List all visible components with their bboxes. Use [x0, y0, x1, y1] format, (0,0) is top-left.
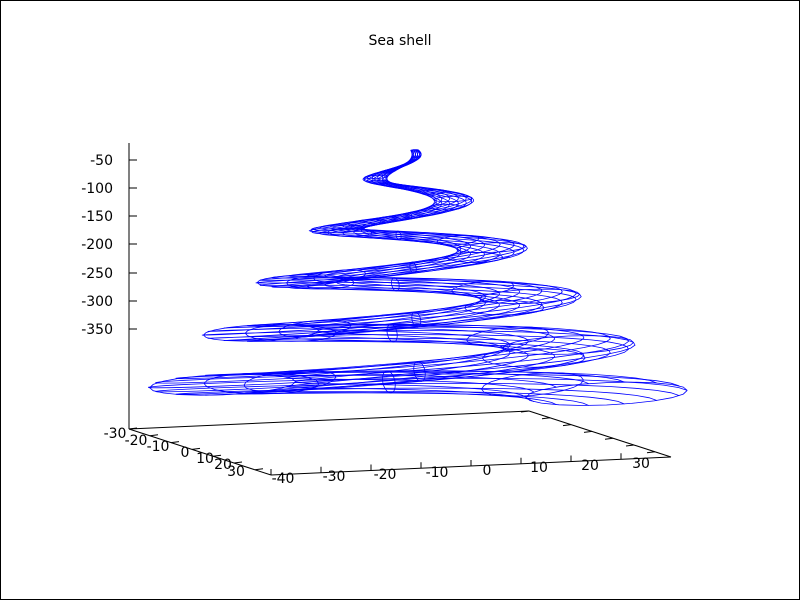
shell-cross-section	[203, 372, 320, 395]
z-tick-label: -50	[90, 153, 113, 169]
shell-cross-section	[409, 261, 417, 274]
shell-cross-section	[278, 319, 352, 338]
y-tick-label: 20	[214, 457, 232, 473]
shell-cross-section	[411, 311, 422, 328]
shell-cross-section	[433, 195, 473, 203]
x-tick-label: -20	[374, 467, 397, 483]
y-tick	[170, 441, 180, 444]
chart-title: Sea shell	[368, 33, 431, 49]
back-y-tick	[646, 451, 656, 454]
back-y-tick	[562, 424, 572, 427]
shell-spiral-line	[155, 149, 680, 387]
shell-cross-section	[327, 228, 373, 237]
shell-cross-section	[256, 274, 343, 288]
x-tick-label: -30	[323, 469, 346, 485]
shell-cross-section	[481, 348, 586, 368]
y-tick	[149, 434, 159, 437]
back-y-tick	[583, 430, 593, 433]
y-tick-label: -20	[125, 433, 148, 449]
z-tick-label: -250	[81, 266, 113, 282]
back-y-tick	[604, 437, 614, 440]
y-tick	[212, 454, 222, 457]
shell-cross-section	[386, 323, 398, 343]
y-tick	[191, 447, 201, 450]
shell-cross-section	[382, 168, 397, 173]
z-tick-label: -100	[81, 181, 113, 197]
y-tick	[233, 461, 243, 464]
back-axis-line	[128, 410, 530, 430]
z-tick-label: -150	[81, 209, 113, 225]
shell-cross-section	[481, 372, 584, 397]
y-tick-label: 10	[196, 451, 214, 467]
shell-cross-section	[348, 219, 382, 228]
x-tick-label: 0	[483, 463, 492, 479]
shell-cross-section	[400, 184, 404, 190]
y-tick-label: -30	[104, 426, 127, 442]
shell-cross-section	[405, 162, 408, 166]
y-tick-label: 0	[181, 445, 190, 461]
z-tick-label: -200	[81, 237, 113, 253]
seashell-surface	[147, 149, 688, 406]
shell-cross-section	[286, 276, 355, 290]
y-tick	[254, 468, 264, 471]
shell-cross-section	[395, 230, 402, 241]
shell-cross-section	[446, 251, 504, 263]
z-tick-label: -350	[81, 322, 113, 338]
back-right-axis-line	[528, 410, 672, 458]
shell-cross-section	[310, 224, 366, 234]
shell-cross-section	[382, 370, 396, 394]
y-tick-label: 30	[227, 464, 245, 480]
shell-cross-section	[436, 234, 480, 246]
y-axis-line	[128, 428, 272, 476]
shell-cross-section	[410, 149, 419, 152]
shell-cross-section	[479, 288, 580, 305]
axis-ticks	[128, 159, 656, 475]
shell-cross-section	[464, 300, 545, 316]
shell-cross-section	[203, 323, 320, 342]
x-tick-label: -10	[426, 465, 449, 481]
shell-cross-section	[421, 189, 445, 196]
shell-cross-section	[456, 242, 527, 254]
y-tick	[128, 427, 138, 430]
shell-cross-section	[368, 179, 391, 185]
x-tick-label: 20	[581, 458, 599, 474]
shell-cross-section	[391, 277, 400, 292]
shell-cross-section	[413, 360, 426, 382]
z-tick-label: -300	[81, 294, 113, 310]
back-y-tick	[625, 444, 635, 447]
x-tick-label: -40	[272, 471, 295, 487]
shell-cross-section	[525, 381, 688, 406]
back-y-tick	[520, 410, 530, 413]
shell-cross-section	[313, 269, 367, 283]
shell-cross-section	[411, 155, 421, 159]
shell-spiral-line	[147, 149, 688, 391]
shell-cross-section	[407, 212, 413, 220]
y-tick-label: -10	[147, 439, 170, 455]
axes	[128, 143, 672, 476]
x-tick-label: 30	[632, 456, 650, 472]
x-tick-labels: -40 -30 -20 -10 0 10 20 30	[272, 456, 650, 487]
shell-cross-section	[428, 203, 462, 211]
shell-spiral-line	[205, 149, 625, 383]
back-y-tick	[541, 417, 551, 420]
shell-cross-section	[149, 373, 297, 396]
shell-cross-section	[466, 326, 550, 347]
shell-cross-section	[245, 324, 338, 342]
z-tick-labels: -50 -100 -150 -200 -250 -300 -350	[81, 153, 113, 338]
shell-cross-section	[502, 335, 634, 355]
shell-cross-section	[364, 174, 389, 179]
x-tick-label: 10	[530, 460, 548, 476]
